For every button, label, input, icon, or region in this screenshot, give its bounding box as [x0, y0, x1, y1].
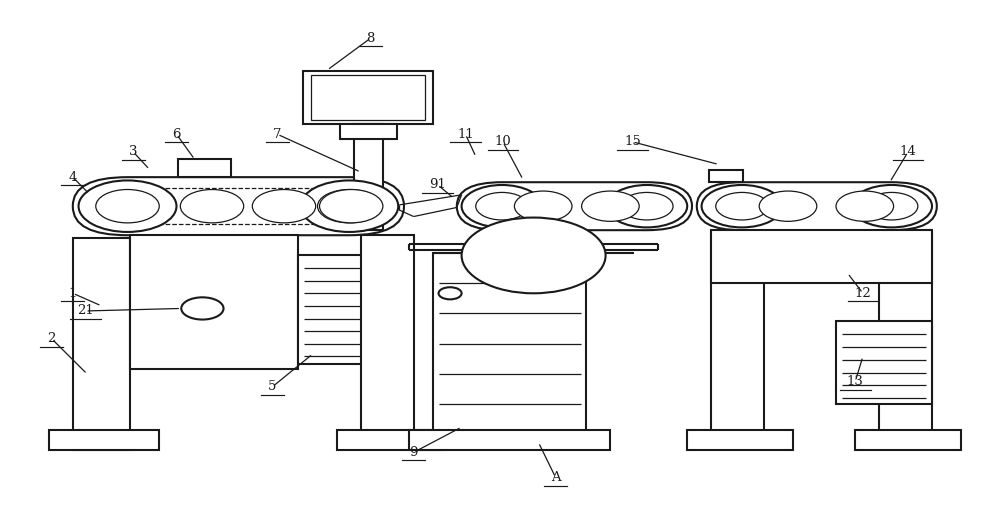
Bar — [130, 235, 298, 369]
Text: 8: 8 — [366, 32, 375, 45]
Text: 12: 12 — [855, 287, 871, 300]
Circle shape — [462, 185, 542, 227]
Circle shape — [79, 180, 176, 232]
Circle shape — [439, 287, 462, 299]
Circle shape — [514, 191, 572, 221]
Bar — [49, 430, 159, 450]
Circle shape — [180, 189, 244, 223]
Circle shape — [607, 185, 687, 227]
FancyBboxPatch shape — [697, 182, 937, 230]
Text: 3: 3 — [129, 145, 138, 158]
Bar — [711, 232, 764, 447]
Text: A: A — [551, 471, 560, 484]
Bar — [354, 124, 383, 230]
Bar — [711, 230, 932, 283]
Circle shape — [476, 193, 528, 220]
Text: 13: 13 — [847, 375, 864, 388]
Bar — [178, 159, 231, 177]
Circle shape — [716, 193, 768, 220]
Bar — [340, 124, 397, 139]
Circle shape — [866, 193, 918, 220]
Text: 7: 7 — [273, 128, 282, 141]
Bar — [337, 430, 442, 450]
Bar — [836, 321, 932, 404]
Text: 15: 15 — [624, 135, 641, 148]
Bar — [298, 256, 409, 364]
Text: 6: 6 — [172, 128, 181, 141]
Circle shape — [836, 191, 894, 221]
Circle shape — [621, 193, 673, 220]
Bar — [303, 71, 433, 124]
Text: 4: 4 — [69, 170, 77, 184]
Bar — [73, 238, 130, 450]
Text: 11: 11 — [457, 128, 474, 141]
Circle shape — [300, 180, 398, 232]
Circle shape — [759, 191, 817, 221]
Text: 2: 2 — [47, 332, 56, 345]
Circle shape — [582, 191, 639, 221]
Circle shape — [851, 185, 932, 227]
Text: 21: 21 — [77, 305, 94, 318]
Bar — [503, 244, 562, 267]
FancyBboxPatch shape — [73, 177, 404, 235]
Text: 5: 5 — [268, 380, 277, 393]
Bar — [687, 430, 793, 450]
Circle shape — [462, 218, 606, 294]
Circle shape — [181, 297, 224, 320]
Circle shape — [252, 189, 316, 223]
Bar — [855, 430, 961, 450]
Bar — [709, 169, 743, 182]
Circle shape — [96, 189, 159, 223]
Circle shape — [320, 189, 383, 223]
Circle shape — [702, 185, 782, 227]
Text: 91: 91 — [429, 178, 446, 191]
Circle shape — [318, 189, 381, 223]
Text: 1: 1 — [69, 287, 77, 300]
Bar — [311, 75, 425, 120]
Bar — [409, 430, 610, 450]
Text: 14: 14 — [900, 145, 916, 158]
Bar — [506, 246, 559, 266]
Bar — [879, 232, 932, 447]
Bar — [361, 235, 414, 447]
Text: 9: 9 — [409, 446, 418, 459]
Text: 10: 10 — [495, 135, 511, 148]
FancyBboxPatch shape — [457, 182, 692, 230]
Bar — [433, 253, 586, 447]
